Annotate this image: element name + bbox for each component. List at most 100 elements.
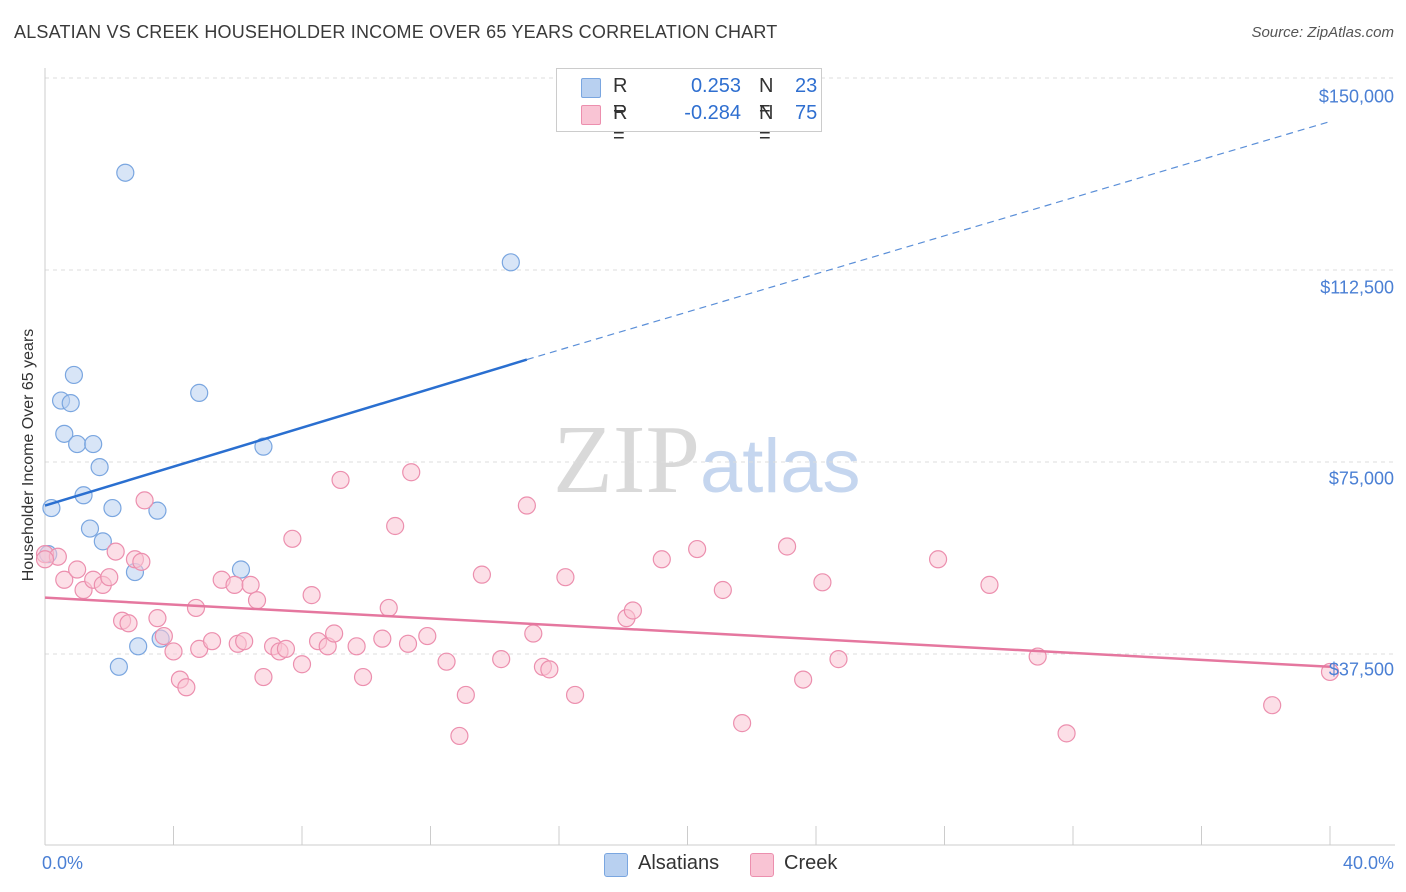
creek-point — [100, 568, 119, 587]
legend-r-label: R = — [613, 75, 628, 120]
creek-point — [241, 575, 260, 594]
legend-n-value: 75 — [795, 102, 818, 124]
x-tick-label-min: 0.0% — [42, 853, 84, 873]
creek-point — [235, 632, 254, 651]
creek-point — [556, 568, 575, 587]
creek-point — [688, 539, 707, 559]
creek-point — [347, 637, 366, 656]
chart-title: ALSATIAN VS CREEK HOUSEHOLDER INCOME OVE… — [14, 22, 778, 42]
watermark-zip: ZIP — [553, 406, 700, 514]
legend-n-label: N = — [759, 75, 774, 120]
alsatians-point — [55, 424, 74, 443]
creek-point — [492, 650, 511, 669]
creek-point — [402, 463, 421, 482]
creek-point — [276, 639, 296, 658]
alsatians-point — [61, 394, 80, 413]
creek-point — [186, 598, 206, 618]
creek-point — [68, 560, 87, 579]
alsatians-point — [103, 498, 122, 518]
creek-point — [794, 670, 813, 689]
y-tick-label-150000: $150,000 — [1318, 86, 1394, 107]
creek-point — [154, 626, 173, 646]
watermark: ZIPatlas — [553, 402, 861, 516]
creek-point — [829, 650, 848, 669]
creek-point — [398, 634, 418, 653]
correlation-legend: R = 0.253 N = 23 R = -0.284 N = 75 — [556, 68, 822, 147]
creek-point — [1057, 724, 1076, 743]
y-tick-label-112500: $112,500 — [1320, 277, 1394, 298]
creek-point — [386, 516, 405, 536]
bottom-legend-swatch-alsatians — [604, 853, 628, 877]
creek-point — [247, 591, 267, 610]
creek-point — [148, 609, 167, 628]
y-axis-label: Householder Income Over 65 years — [20, 328, 37, 582]
alsatians-point — [84, 434, 103, 454]
creek-point — [813, 573, 832, 592]
legend-r-label: R = — [613, 102, 628, 147]
legend-swatch-creek — [581, 105, 601, 125]
creek-point — [1263, 696, 1282, 715]
alsatians-point — [93, 532, 112, 551]
creek-point — [325, 624, 344, 643]
creek-point — [565, 685, 585, 705]
legend-r-value: -0.284 — [684, 102, 741, 124]
creek-point — [353, 667, 373, 687]
alsatians-point — [190, 383, 209, 402]
creek-point — [928, 550, 948, 569]
creek-point — [331, 470, 350, 490]
creek-point — [652, 550, 671, 569]
source-label: Source: ZipAtlas.com — [1251, 24, 1394, 41]
bottom-legend-label-alsatians: Alsatians — [638, 852, 720, 874]
x-tick-label-max: 40.0% — [1342, 853, 1394, 873]
alsatians-point — [90, 458, 109, 477]
watermark-atlas: atlas — [700, 424, 861, 509]
creek-point — [177, 678, 196, 697]
creek-point — [35, 550, 55, 569]
creek-point — [132, 552, 151, 571]
legend-n-label: N = — [759, 102, 774, 147]
creek-point — [202, 632, 222, 651]
creek-point — [517, 496, 536, 515]
creek-point — [225, 575, 244, 594]
creek-point — [733, 714, 752, 733]
alsatians-point — [116, 163, 135, 182]
creek-point — [164, 642, 183, 661]
alsatians-point — [148, 501, 167, 520]
creek-point — [437, 652, 456, 671]
creek-point — [292, 655, 312, 674]
alsatians-point — [109, 657, 128, 676]
creek-point — [777, 537, 797, 556]
alsatians-point — [129, 637, 148, 656]
creek-trend-line — [44, 596, 1331, 669]
creek-point — [283, 529, 302, 548]
creek-point — [302, 586, 321, 605]
alsatians-trend-extension — [526, 120, 1331, 361]
creek-point — [450, 726, 469, 746]
creek-point — [524, 624, 543, 643]
alsatians-point — [64, 365, 84, 385]
legend-n-value: 23 — [795, 75, 818, 97]
creek-point — [980, 575, 999, 594]
creek-point — [456, 685, 475, 705]
legend-r-value: 0.253 — [690, 75, 741, 97]
creek-point — [623, 601, 642, 620]
bottom-legend-swatch-creek — [750, 853, 774, 877]
creek-point — [540, 660, 559, 679]
alsatians-point — [501, 253, 520, 272]
alsatians-point — [231, 560, 251, 579]
creek-point — [472, 565, 491, 584]
creek-point — [55, 570, 74, 589]
creek-point — [106, 542, 125, 561]
bottom-legend-label-creek: Creek — [784, 852, 838, 874]
creek-point — [713, 580, 732, 600]
alsatians-trend-line — [44, 358, 528, 507]
legend-swatch-alsatians — [581, 78, 601, 98]
creek-point — [119, 614, 138, 633]
alsatians-point — [68, 434, 87, 454]
creek-point — [135, 491, 154, 510]
alsatians-point — [80, 519, 100, 538]
creek-point — [418, 626, 437, 646]
creek-point — [379, 598, 398, 618]
creek-point — [373, 629, 392, 648]
